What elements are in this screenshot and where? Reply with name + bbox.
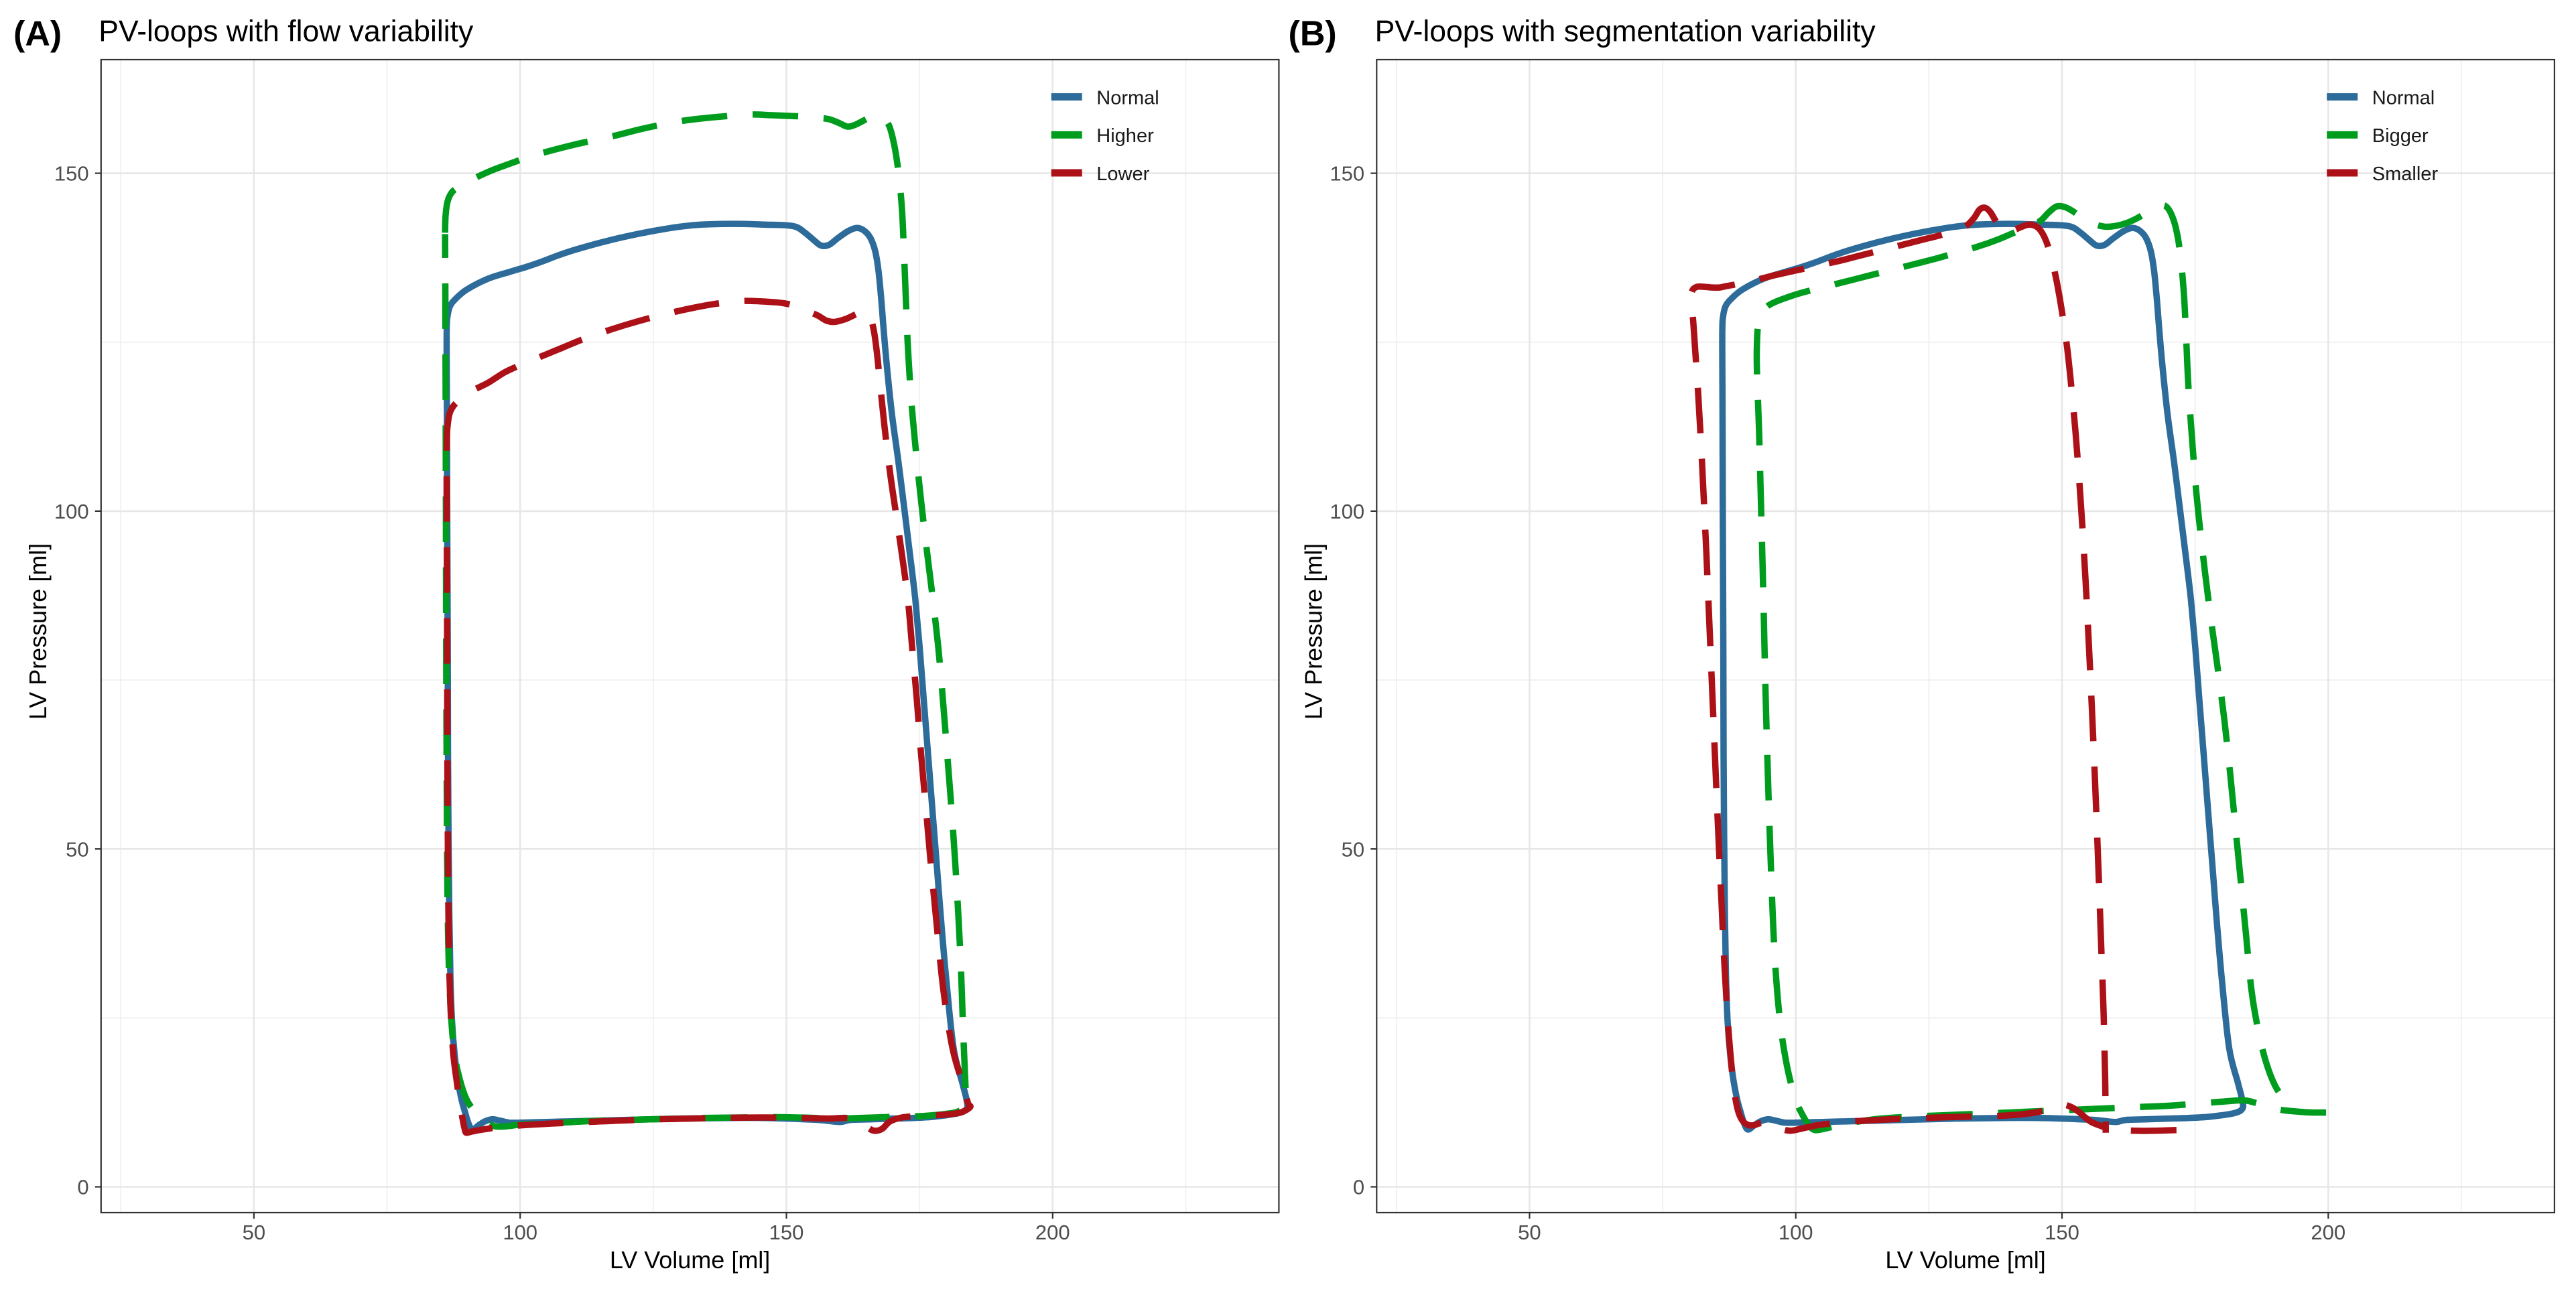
svg-text:100: 100 <box>1779 1221 1813 1244</box>
svg-text:(B): (B) <box>1289 14 1337 53</box>
svg-text:LV Volume [ml]: LV Volume [ml] <box>610 1246 770 1274</box>
svg-text:PV-loops with flow variability: PV-loops with flow variability <box>99 15 474 48</box>
svg-text:200: 200 <box>2311 1221 2345 1244</box>
svg-text:50: 50 <box>66 837 88 861</box>
svg-text:150: 150 <box>769 1221 804 1244</box>
svg-text:0: 0 <box>77 1176 88 1199</box>
svg-text:Lower: Lower <box>1096 163 1149 185</box>
svg-text:150: 150 <box>54 162 89 186</box>
svg-text:150: 150 <box>1330 162 1364 186</box>
svg-text:LV Volume [ml]: LV Volume [ml] <box>1885 1246 2045 1274</box>
svg-text:200: 200 <box>1035 1221 1070 1244</box>
svg-text:LV Pressure [ml]: LV Pressure [ml] <box>24 543 52 720</box>
svg-text:PV-loops with segmentation var: PV-loops with segmentation variability <box>1375 15 1876 48</box>
svg-text:150: 150 <box>2045 1221 2079 1244</box>
svg-text:100: 100 <box>1330 500 1364 523</box>
svg-text:(A): (A) <box>13 14 62 53</box>
svg-text:Higher: Higher <box>1096 125 1154 147</box>
svg-text:50: 50 <box>243 1221 265 1244</box>
svg-text:Normal: Normal <box>1096 88 1159 109</box>
svg-text:100: 100 <box>54 500 89 523</box>
svg-text:LV Pressure [ml]: LV Pressure [ml] <box>1300 543 1328 720</box>
svg-text:50: 50 <box>1342 837 1364 861</box>
svg-text:Normal: Normal <box>2372 88 2435 109</box>
svg-text:50: 50 <box>1518 1221 1541 1244</box>
svg-text:0: 0 <box>1353 1176 1364 1199</box>
svg-text:Bigger: Bigger <box>2372 125 2429 147</box>
svg-text:Smaller: Smaller <box>2372 163 2439 185</box>
svg-text:100: 100 <box>503 1221 537 1244</box>
